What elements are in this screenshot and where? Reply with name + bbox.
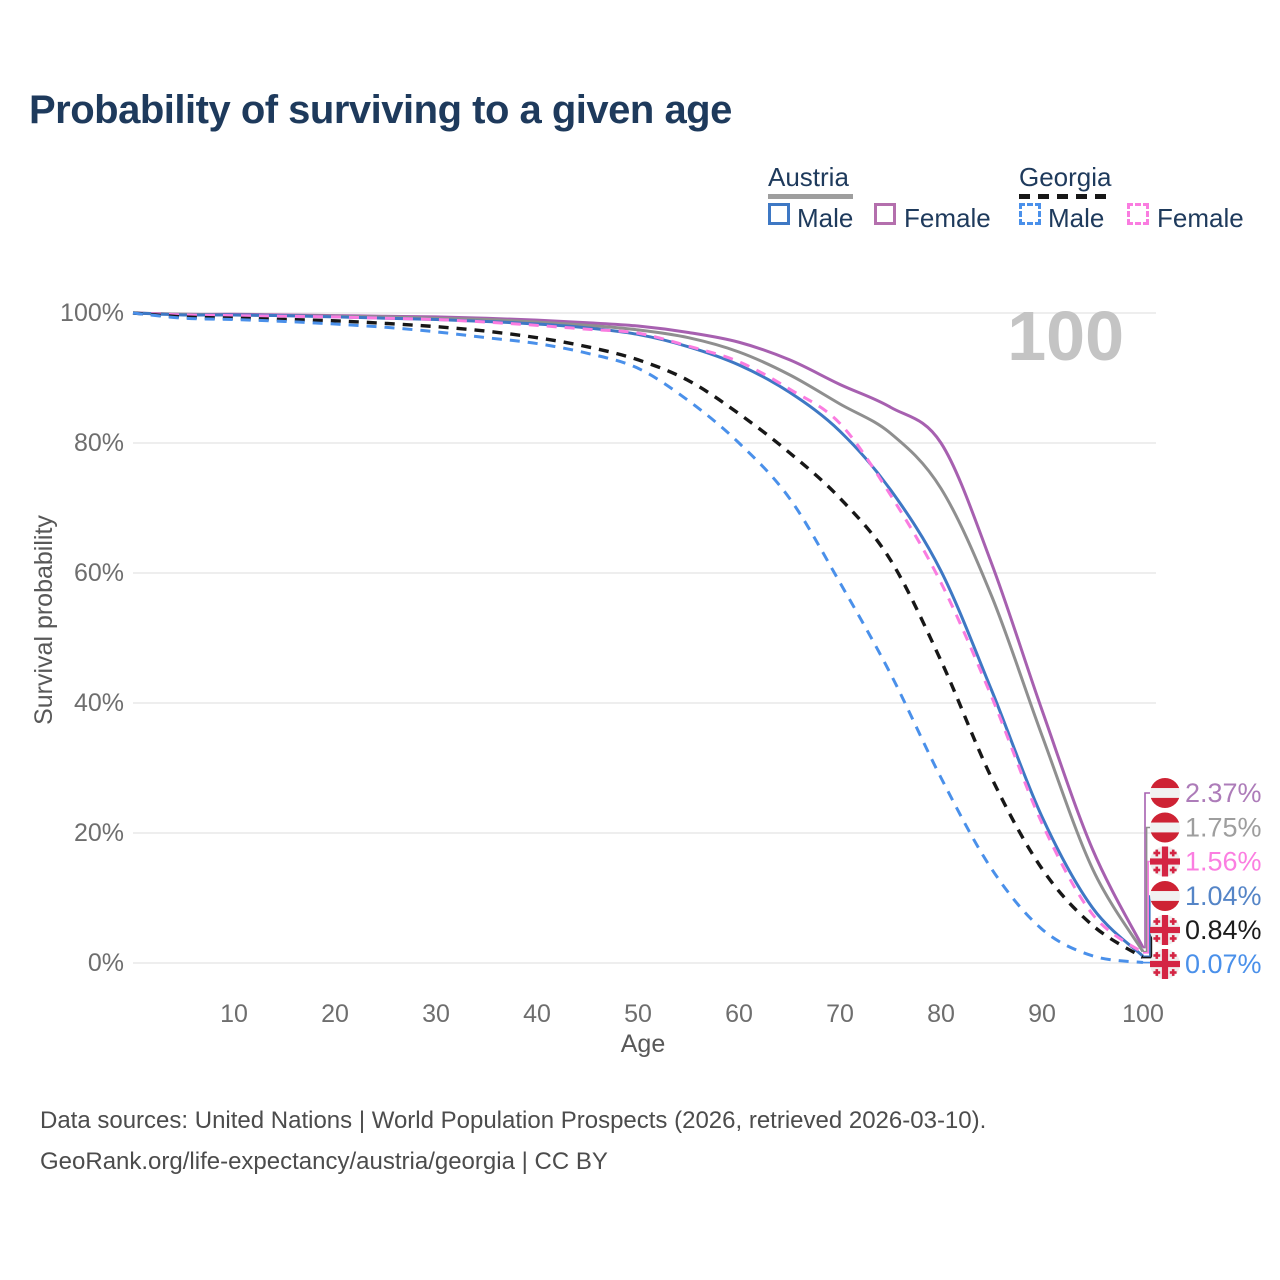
austria-flag-icon	[1150, 881, 1180, 911]
legend-group-georgia[interactable]: Georgia	[1019, 162, 1112, 192]
legend-checkbox-austria-female[interactable]	[874, 203, 896, 225]
x-tick-label: 10	[220, 1000, 248, 1028]
x-tick-label: 70	[826, 1000, 854, 1028]
georgia-flag-icon	[1150, 846, 1180, 877]
x-tick-label: 20	[321, 1000, 349, 1028]
x-tick-label: 50	[624, 1000, 652, 1028]
legend-label-austria-male[interactable]: Male	[797, 203, 854, 233]
end-value-label: 2.37%	[1185, 778, 1262, 808]
curve-georgia-all[interactable]	[132, 311, 1144, 959]
y-tick-label: 100%	[60, 299, 124, 327]
x-axis-title: Age	[620, 1030, 666, 1058]
end-label-connector	[1143, 826, 1150, 953]
georgia-flag-icon	[1150, 949, 1180, 979]
end-value-label: 1.56%	[1185, 847, 1262, 877]
curve-austria-all[interactable]	[132, 311, 1145, 953]
age-counter-watermark: 100	[1007, 297, 1124, 375]
georgia-flag-icon	[1150, 915, 1180, 945]
curve-georgia-female[interactable]	[132, 311, 1144, 955]
end-value-label: 0.07%	[1185, 949, 1262, 979]
x-tick-label: 80	[927, 1000, 955, 1028]
austria-flag-icon	[1150, 778, 1180, 808]
legend-checkbox-georgia-female[interactable]	[1127, 203, 1149, 225]
y-tick-label: 0%	[88, 949, 124, 977]
x-tick-label: 40	[523, 1000, 551, 1028]
page-title: Probability of surviving to a given age	[29, 88, 732, 132]
legend-checkbox-austria-male[interactable]	[768, 203, 790, 225]
end-value-label: 1.75%	[1185, 813, 1262, 843]
y-tick-label: 80%	[74, 429, 124, 457]
curve-austria-female[interactable]	[132, 311, 1145, 949]
end-label-connector	[1143, 860, 1150, 954]
x-tick-label: 90	[1028, 1000, 1056, 1028]
end-label-connector	[1143, 895, 1151, 958]
footer-link[interactable]: GeoRank.org/life-expectancy/austria/geor…	[40, 1148, 608, 1175]
y-tick-label: 60%	[74, 559, 124, 587]
legend-group-austria[interactable]: Austria	[768, 162, 849, 192]
end-value-label: 1.04%	[1185, 881, 1262, 911]
x-tick-label: 30	[422, 1000, 450, 1028]
curve-georgia-male[interactable]	[132, 311, 1144, 965]
x-tick-label: 100	[1122, 1000, 1164, 1028]
legend-georgia-line-swatch	[1019, 194, 1111, 199]
austria-flag-icon	[1150, 812, 1180, 843]
end-value-label: 0.84%	[1185, 915, 1262, 945]
y-tick-label: 40%	[74, 689, 124, 717]
legend-label-georgia-female[interactable]: Female	[1157, 203, 1244, 233]
y-tick-label: 20%	[74, 819, 124, 847]
footer-sources: Data sources: United Nations | World Pop…	[40, 1107, 987, 1134]
end-label-connector	[1143, 792, 1150, 949]
footer: Data sources: United Nations | World Pop…	[40, 1100, 986, 1182]
legend-label-austria-female[interactable]: Female	[904, 203, 991, 233]
legend-checkbox-georgia-male[interactable]	[1019, 203, 1041, 225]
legend-austria-line-swatch	[768, 194, 853, 199]
x-tick-label: 60	[725, 1000, 753, 1028]
legend-label-georgia-male[interactable]: Male	[1048, 203, 1105, 233]
curve-austria-male[interactable]	[132, 311, 1145, 958]
